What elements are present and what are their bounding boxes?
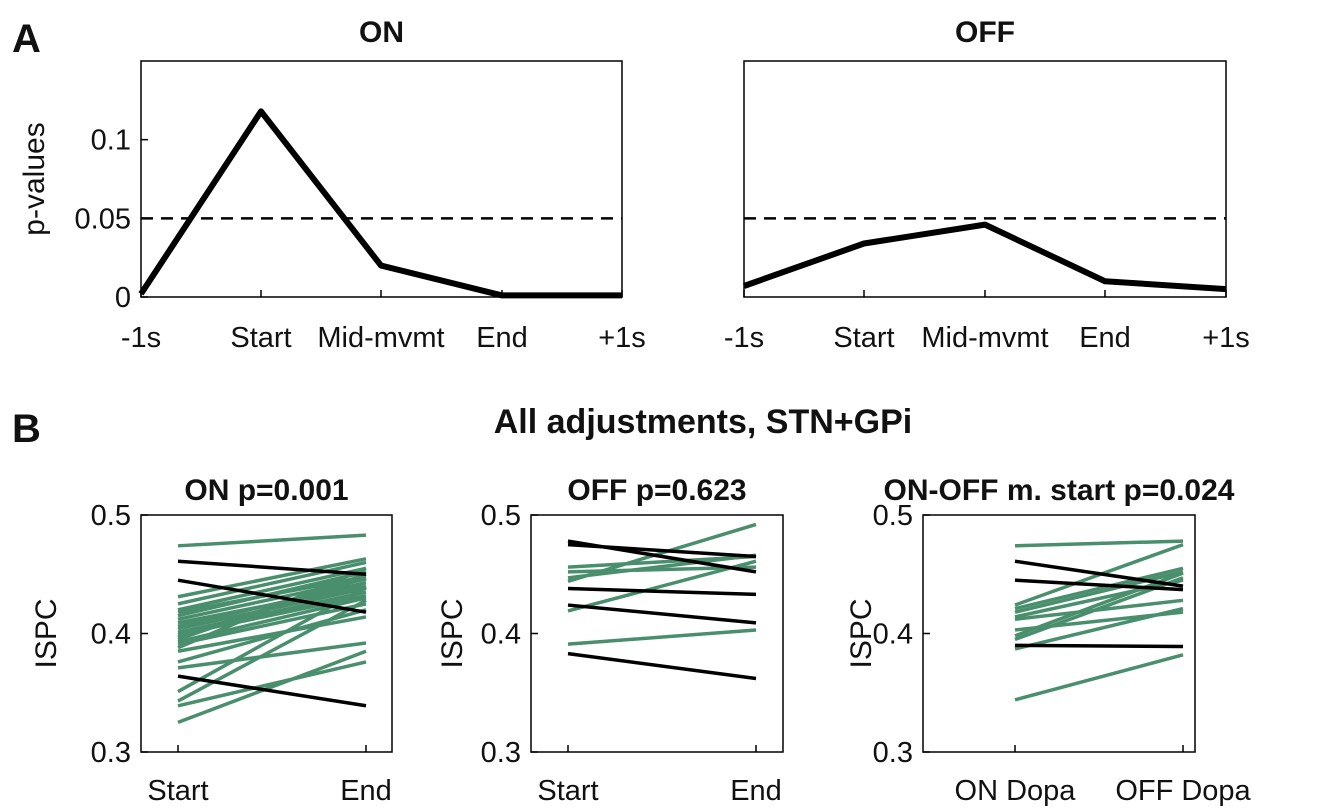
x-tick-label: Mid-mvmt — [921, 322, 1048, 354]
y-tick-label: 0.4 — [873, 619, 913, 651]
axes-frame — [922, 514, 1196, 753]
panel-label-b: B — [12, 407, 41, 451]
x-tick-label: End — [730, 775, 782, 807]
subject-line-25 — [177, 598, 367, 703]
subject-line-1 — [1014, 539, 1184, 548]
chart-panel-1: ON 0 0.05 0.1 -1s Start Mid-mvmt End +1s p-values — [18, 16, 646, 354]
chart-panel-5: ON-OFF m. start p=0.024 0.3 0.4 0.5 ON Dopa O… — [845, 474, 1252, 807]
x-tick-label: Start — [537, 775, 598, 807]
chart-panel-2: OFF -1s Start Mid-mvmt End +1s — [724, 16, 1250, 354]
chart-title: ON p=0.001 — [184, 474, 348, 507]
y-tick-label: 0.5 — [873, 500, 913, 532]
subject-line-7 — [177, 566, 367, 612]
series-line-1 — [138, 108, 622, 299]
y-tick-label: 0 — [115, 282, 131, 314]
x-tick-label: +1s — [598, 322, 646, 354]
y-tick-label: 0.4 — [91, 619, 131, 651]
x-tick-label: ON Dopa — [955, 775, 1077, 807]
subject-line-9 — [177, 570, 367, 618]
subject-line-3 — [1014, 578, 1184, 592]
subject-line-10 — [567, 628, 757, 646]
chart-title: OFF p=0.623 — [567, 474, 746, 507]
x-tick-label: Start — [833, 322, 894, 354]
subject-line-5 — [177, 557, 367, 599]
subject-line-20 — [177, 566, 367, 650]
chart-title: ON — [359, 16, 404, 49]
subject-line-11 — [567, 651, 757, 681]
section-b-title: All adjustments, STN+GPi — [494, 403, 912, 441]
y-tick-label: 0.5 — [481, 500, 521, 532]
subject-line-2 — [1014, 559, 1184, 588]
y-tick-label: 0.3 — [481, 737, 521, 769]
subject-line-23 — [177, 641, 367, 670]
subject-line-26 — [177, 660, 367, 708]
subject-line-9 — [567, 559, 757, 613]
chart-panel-3: ON p=0.001 0.3 0.4 0.5 Start End ISPC — [30, 474, 393, 807]
panel-label-a: A — [12, 17, 41, 61]
x-tick-label: +1s — [1202, 322, 1250, 354]
charts-layer: ON 0 0.05 0.1 -1s Start Mid-mvmt End +1s p-values… — [18, 16, 1252, 807]
y-tick-label: 0.3 — [873, 737, 913, 769]
subject-line-3 — [177, 578, 367, 614]
series-line-1 — [742, 221, 1227, 293]
subject-line-5 — [567, 553, 757, 580]
subject-line-8 — [567, 603, 757, 625]
subject-line-12 — [1014, 643, 1184, 649]
subject-line-6 — [1014, 570, 1184, 614]
x-tick-label: Start — [147, 775, 208, 807]
subject-line-12 — [177, 580, 367, 629]
subject-line-6 — [177, 560, 367, 606]
x-tick-label: End — [340, 775, 392, 807]
subject-line-14 — [1014, 653, 1184, 702]
y-tick-label: 0.05 — [75, 203, 131, 235]
subject-line-19 — [177, 602, 367, 646]
x-tick-label: Mid-mvmt — [317, 322, 444, 354]
x-tick-label: -1s — [121, 322, 161, 354]
x-tick-label: End — [1079, 322, 1131, 354]
subject-line-1 — [177, 533, 367, 548]
y-axis-label: ISPC — [845, 598, 878, 668]
subject-line-7 — [567, 586, 757, 597]
y-tick-label: 0.1 — [91, 125, 131, 157]
chart-title: ON-OFF m. start p=0.024 — [884, 474, 1235, 507]
y-axis-label: p-values — [18, 122, 51, 235]
subject-line-27 — [177, 649, 367, 725]
chart-title: OFF — [955, 16, 1015, 49]
chart-panel-4: OFF p=0.623 0.3 0.4 0.5 Start End ISPC — [436, 474, 784, 807]
subject-line-13 — [1014, 606, 1184, 651]
y-axis-label: ISPC — [436, 598, 469, 668]
subject-line-2 — [567, 542, 757, 559]
subject-line-24 — [177, 585, 367, 694]
y-tick-label: 0.5 — [91, 500, 131, 532]
x-tick-label: -1s — [724, 322, 764, 354]
subject-line-5 — [1014, 566, 1184, 611]
y-tick-label: 0.4 — [481, 619, 521, 651]
y-axis-label: ISPC — [30, 598, 63, 668]
subject-line-6 — [567, 522, 757, 584]
y-tick-label: 0.3 — [91, 737, 131, 769]
x-tick-label: OFF Dopa — [1115, 775, 1251, 807]
subject-line-4 — [177, 674, 367, 708]
x-tick-label: Start — [230, 322, 291, 354]
x-tick-label: End — [476, 322, 528, 354]
subject-line-2 — [177, 559, 367, 576]
